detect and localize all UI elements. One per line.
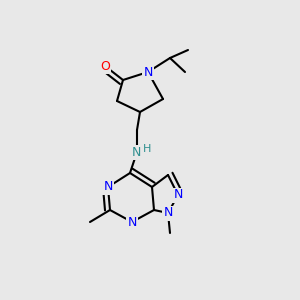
Text: N: N: [131, 146, 141, 158]
Text: N: N: [103, 181, 113, 194]
Text: N: N: [127, 215, 137, 229]
Text: O: O: [100, 59, 110, 73]
Text: N: N: [143, 65, 153, 79]
Text: N: N: [173, 188, 183, 202]
Text: H: H: [143, 144, 151, 154]
Text: N: N: [163, 206, 173, 220]
